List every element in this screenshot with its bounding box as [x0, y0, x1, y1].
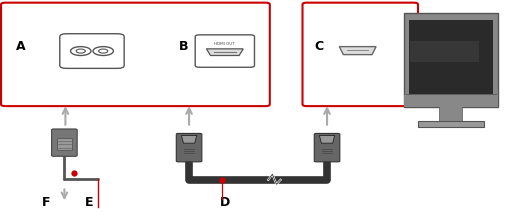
FancyBboxPatch shape — [409, 20, 493, 94]
Text: HDMI OUT: HDMI OUT — [215, 42, 235, 46]
FancyBboxPatch shape — [314, 133, 340, 162]
Polygon shape — [181, 135, 197, 143]
Polygon shape — [206, 49, 243, 56]
FancyBboxPatch shape — [410, 41, 479, 62]
Circle shape — [99, 49, 108, 53]
FancyBboxPatch shape — [57, 138, 72, 150]
FancyBboxPatch shape — [404, 95, 498, 107]
FancyBboxPatch shape — [1, 3, 270, 106]
Circle shape — [93, 47, 113, 56]
Polygon shape — [339, 47, 376, 55]
Text: A: A — [16, 40, 25, 53]
Circle shape — [76, 49, 85, 53]
Polygon shape — [319, 135, 335, 143]
Circle shape — [71, 47, 91, 56]
FancyBboxPatch shape — [303, 3, 418, 106]
FancyBboxPatch shape — [418, 121, 484, 127]
Text: E: E — [85, 196, 94, 208]
FancyBboxPatch shape — [60, 34, 124, 68]
Text: C: C — [315, 40, 324, 53]
Text: D: D — [220, 196, 230, 208]
FancyBboxPatch shape — [52, 129, 77, 156]
Text: F: F — [42, 196, 50, 208]
FancyBboxPatch shape — [176, 133, 202, 162]
Text: B: B — [179, 40, 189, 53]
FancyBboxPatch shape — [439, 105, 462, 122]
FancyBboxPatch shape — [404, 13, 498, 107]
FancyBboxPatch shape — [195, 35, 254, 67]
